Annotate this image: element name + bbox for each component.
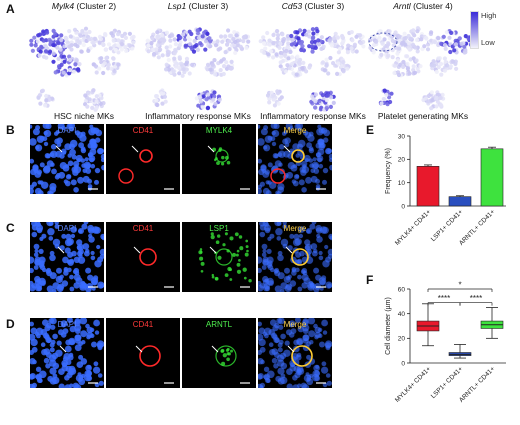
micrograph-d-3: Merge <box>258 318 332 388</box>
channel-label: DAPI <box>57 126 77 135</box>
umap-plot-1 <box>140 14 258 124</box>
channel-label: Merge <box>283 224 307 233</box>
micrograph-c-1: CD41 <box>106 222 180 292</box>
y-tick-label: 30 <box>398 133 406 140</box>
channel-label: Merge <box>283 320 307 329</box>
bar-1 <box>448 196 472 207</box>
micrograph-b-3: Merge <box>258 124 332 194</box>
umap-gene-name: Mylk4 <box>51 1 75 11</box>
micrograph-b-1: CD41 <box>106 124 180 194</box>
umap-gene-name: Arntl <box>393 1 411 11</box>
cell-diameter-box-chart-svg: 0 20 40 60 Cell diameter (µm) MYLK4+ CD41+LSP… <box>385 281 506 404</box>
umap-title-1: Lsp1 (Cluster 3) <box>138 1 258 11</box>
umap-title-2: Cd53 (Cluster 3) <box>253 1 373 11</box>
umap-title-3: Arntl (Cluster 4) <box>363 1 483 11</box>
channel-label: DAPI <box>57 224 77 233</box>
panel-d-label: D <box>6 317 15 331</box>
channel-label: LSP1 <box>209 224 229 233</box>
panel-a-label: A <box>6 2 15 16</box>
frequency-bar-chart: 0 10 20 30 Frequency (%) MYLK4+ CD41+ LSP1+ CD… <box>366 128 516 268</box>
cell-diameter-box-chart: 0 20 40 60 Cell diameter (µm) MYLK4+ CD41+ LSP… <box>366 275 516 420</box>
channel-label: ARNTL <box>205 320 233 329</box>
panel-e-label: E <box>366 123 375 137</box>
y-tick-label: 20 <box>398 157 406 164</box>
y-tick-label: 20 <box>398 336 406 343</box>
panel-b-label: B <box>6 123 15 137</box>
umap-cluster-label: (Cluster 3) <box>188 1 229 11</box>
channel-label: DAPI <box>57 320 77 329</box>
micrograph-c-3: Merge <box>258 222 332 292</box>
category-label-2: ARNTL+ CD41+ <box>458 365 497 404</box>
legend-low-label: Low <box>481 38 495 47</box>
micrograph-d-0: DAPI <box>30 318 104 388</box>
significance-label-0: * <box>458 281 461 290</box>
y-axis-label: Frequency (%) <box>385 148 392 194</box>
category-label-2: ARNTL+ CD41+ <box>458 208 497 247</box>
panel-c-label: C <box>6 221 15 235</box>
legend-high-label: High <box>481 11 497 20</box>
frequency-bar-chart-svg: 0 10 20 30 Frequency (%) MYLK4+ CD41+LSP1+ CD… <box>385 133 506 247</box>
panel-f-label: F <box>366 273 374 287</box>
y-tick-label: 60 <box>398 286 406 293</box>
umap-gene-name: Lsp1 <box>167 1 187 11</box>
significance-label-1: **** <box>438 294 450 303</box>
umap-caption-0: HSC niche MKs <box>54 111 114 121</box>
umap-gene-name: Cd53 <box>281 1 303 11</box>
y-axis-label: Cell diameter (µm) <box>385 297 392 355</box>
category-label-0: MYLK4+ CD41+ <box>394 365 433 404</box>
umap-caption-3: Platelet generating MKs <box>377 111 469 121</box>
micrograph-d-1: CD41 <box>106 318 180 388</box>
y-tick-label: 10 <box>398 180 406 187</box>
umap-caption-1: Inflammatory response MKs <box>145 111 251 121</box>
umap-plot-0 <box>26 14 144 124</box>
umap-plot-2 <box>255 14 373 124</box>
bar-0 <box>416 166 440 207</box>
micrograph-c-2: LSP1 <box>182 222 256 292</box>
channel-label: CD41 <box>132 320 154 329</box>
micrograph-b-2: MYLK4 <box>182 124 256 194</box>
umap-caption-2: Inflammatory response MKs <box>260 111 366 121</box>
category-label-1: LSP1+ CD41+ <box>430 208 465 243</box>
channel-label: CD41 <box>132 126 154 135</box>
channel-label: Merge <box>283 126 307 135</box>
y-tick-label: 0 <box>401 360 405 367</box>
umap-title-0: Mylk4 (Cluster 2) <box>24 1 144 11</box>
significance-label-2: **** <box>470 294 482 303</box>
micrograph-b-0: DAPI <box>30 124 104 194</box>
umap-cluster-label: (Cluster 3) <box>304 1 345 11</box>
y-tick-label: 40 <box>398 311 406 318</box>
umap-cluster-label: (Cluster 4) <box>413 1 453 11</box>
channel-label: CD41 <box>132 224 154 233</box>
umap-plot-3 <box>365 14 483 124</box>
y-tick-label: 0 <box>401 203 405 210</box>
bar-2 <box>480 148 504 207</box>
channel-label: MYLK4 <box>205 126 233 135</box>
micrograph-c-0: DAPI <box>30 222 104 292</box>
umap-cluster-label: (Cluster 2) <box>76 1 117 11</box>
micrograph-d-2: ARNTL <box>182 318 256 388</box>
category-label-0: MYLK4+ CD41+ <box>394 208 433 247</box>
expression-legend-bar <box>470 11 479 49</box>
category-label-1: LSP1+ CD41+ <box>430 365 465 400</box>
